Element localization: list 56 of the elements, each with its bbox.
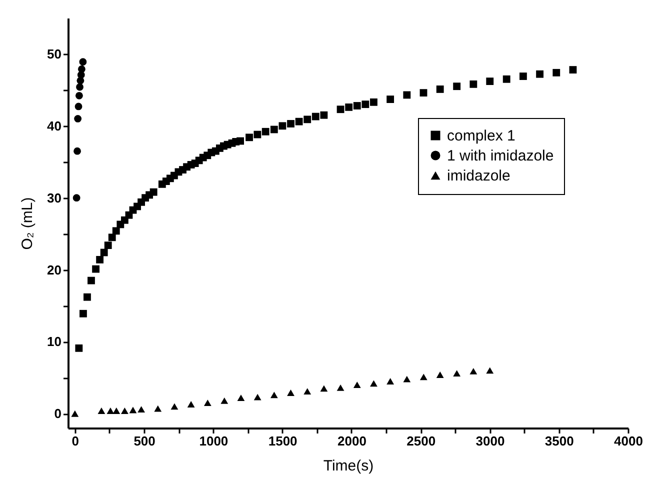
point: [436, 372, 444, 378]
point: [74, 102, 82, 110]
y-tick-label: 20: [47, 262, 62, 278]
point: [120, 408, 128, 414]
point: [106, 408, 114, 414]
point: [237, 394, 245, 401]
x-tick-label: 2500: [406, 434, 436, 448]
point: [112, 408, 120, 414]
point: [138, 406, 145, 413]
point: [187, 401, 195, 408]
x-tick-label: 1500: [268, 434, 298, 448]
point: [204, 400, 212, 406]
point: [154, 405, 162, 412]
point: [78, 65, 86, 73]
point: [129, 406, 137, 414]
point: [270, 392, 278, 398]
point: [353, 382, 361, 388]
point: [170, 403, 178, 410]
point: [287, 390, 294, 396]
legend-label: 1 with imidazole: [447, 148, 554, 164]
point: [75, 92, 83, 100]
point: [420, 374, 428, 380]
x-tick-label: 3500: [544, 434, 574, 448]
point: [72, 194, 80, 202]
point: [453, 370, 461, 377]
y-tick-label: 50: [47, 46, 62, 62]
x-tick-label: 2000: [337, 434, 366, 448]
point: [220, 397, 228, 404]
x-axis-title: Time(s): [323, 458, 374, 474]
point: [403, 376, 411, 382]
point: [74, 147, 81, 155]
point: [71, 410, 79, 417]
y-tick-label: 30: [47, 190, 62, 206]
point: [79, 58, 87, 66]
y-tick-label: 40: [47, 118, 62, 134]
point: [74, 115, 82, 122]
point: [304, 388, 312, 395]
point: [76, 83, 84, 91]
x-tick-label: 3000: [476, 434, 505, 448]
point: [254, 394, 262, 400]
y-tick-label: 10: [47, 334, 62, 350]
legend-label: imidazole: [447, 168, 510, 184]
x-tick-label: 1000: [199, 434, 228, 448]
point: [386, 378, 394, 384]
point: [470, 368, 478, 374]
point: [370, 380, 378, 387]
x-tick-label: 0: [72, 434, 80, 448]
x-tick-label: 4000: [614, 434, 643, 448]
y-tick-label: 0: [54, 406, 62, 422]
y-axis-title: O₂ (mL): [19, 197, 36, 250]
legend-label: complex 1: [447, 128, 516, 144]
point: [336, 384, 344, 391]
point: [486, 367, 494, 374]
point: [98, 408, 106, 414]
x-tick-label: 500: [134, 434, 156, 448]
point: [320, 385, 328, 392]
